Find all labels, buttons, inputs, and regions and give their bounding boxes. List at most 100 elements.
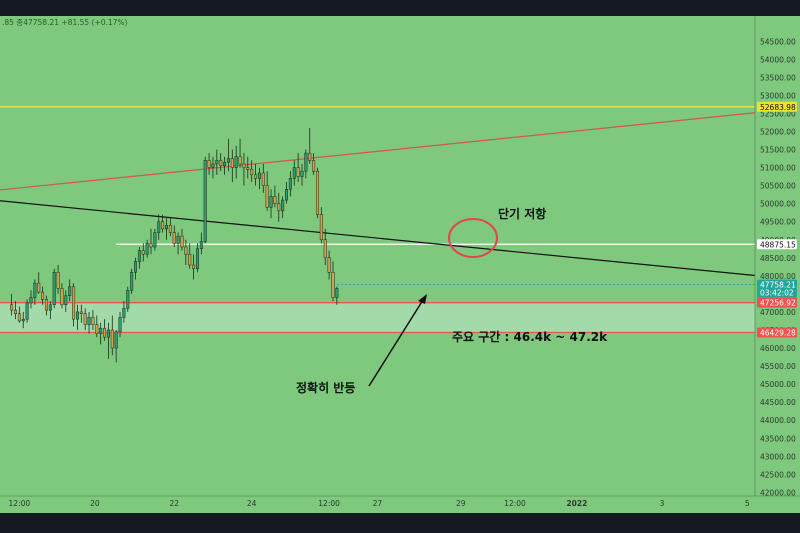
candle-body bbox=[164, 225, 168, 230]
candle bbox=[304, 149, 308, 179]
y-tick-label: 51500.00 bbox=[760, 146, 796, 155]
candle bbox=[130, 268, 134, 294]
candle bbox=[176, 232, 180, 255]
candle-body bbox=[64, 295, 68, 305]
candle-body bbox=[48, 304, 52, 311]
annotation-key-zone: 주요 구간 : 46.4k ~ 47.2k bbox=[452, 329, 608, 344]
price-badge-label: 52683.98 bbox=[760, 103, 796, 112]
candle-body bbox=[296, 167, 300, 177]
annotation-short-term-resistance: 단기 저항 bbox=[498, 206, 546, 221]
x-tick-label: 2022 bbox=[566, 499, 587, 508]
y-tick-label: 42000.00 bbox=[760, 488, 796, 497]
candle-body bbox=[157, 221, 161, 233]
candle-body bbox=[308, 152, 312, 161]
price-badge-label: 46429.28 bbox=[760, 329, 796, 338]
x-tick-label: 24 bbox=[247, 499, 257, 508]
candle-body bbox=[335, 288, 339, 298]
candle bbox=[110, 315, 114, 356]
candle bbox=[64, 290, 68, 312]
candle-body bbox=[87, 317, 91, 325]
candle bbox=[137, 246, 141, 269]
x-tick-label: 3 bbox=[660, 499, 665, 508]
candle bbox=[308, 127, 312, 164]
candle-body bbox=[60, 288, 64, 305]
candle bbox=[273, 185, 277, 208]
candle bbox=[141, 243, 145, 262]
y-tick-label: 54000.00 bbox=[760, 55, 796, 64]
y-tick-label: 53000.00 bbox=[760, 91, 796, 100]
candle bbox=[29, 290, 33, 309]
candle bbox=[219, 153, 223, 172]
x-tick-label: 5 bbox=[745, 499, 750, 508]
candle-body bbox=[149, 243, 153, 248]
candle-body bbox=[13, 309, 17, 314]
candle bbox=[68, 279, 72, 302]
rebound-arrow-line bbox=[368, 299, 424, 387]
candle-body bbox=[250, 169, 254, 176]
y-tick-label: 53500.00 bbox=[760, 73, 796, 82]
candle-body bbox=[106, 329, 110, 338]
candle-body bbox=[161, 221, 165, 230]
candle bbox=[230, 149, 234, 183]
candle bbox=[33, 279, 37, 305]
candle-body bbox=[95, 324, 99, 334]
candle bbox=[319, 207, 323, 244]
candle-body bbox=[254, 174, 258, 179]
candle-body bbox=[10, 304, 14, 311]
candle-body bbox=[122, 308, 126, 318]
candle-body bbox=[211, 163, 215, 168]
candle bbox=[207, 153, 211, 175]
y-tick-label: 43000.00 bbox=[760, 452, 796, 461]
candle-body bbox=[137, 250, 141, 262]
price-badge-label: 48875.15 bbox=[760, 240, 796, 249]
candle bbox=[134, 257, 138, 280]
y-tick-label: 45500.00 bbox=[760, 362, 796, 371]
resistance-circle bbox=[448, 218, 498, 258]
candle bbox=[331, 261, 335, 302]
candle bbox=[56, 265, 60, 294]
candle-body bbox=[265, 185, 269, 208]
candle-body bbox=[21, 318, 25, 322]
candle bbox=[106, 322, 110, 359]
candle-body bbox=[72, 286, 76, 320]
candle bbox=[44, 295, 48, 316]
candle bbox=[184, 239, 188, 266]
y-tick-label: 49500.00 bbox=[760, 218, 796, 227]
candle bbox=[126, 286, 130, 312]
candle bbox=[265, 171, 269, 211]
price-badge bbox=[757, 297, 797, 308]
candle bbox=[164, 218, 168, 240]
candle bbox=[215, 149, 219, 175]
candle bbox=[285, 182, 289, 204]
candle-body bbox=[234, 156, 238, 168]
candle bbox=[21, 311, 25, 329]
candle bbox=[277, 192, 281, 222]
candle-body bbox=[292, 167, 296, 179]
ohlc-header: .85 종47758.21 +81.55 (+0.17%) bbox=[2, 18, 128, 27]
candle bbox=[87, 311, 91, 334]
candle bbox=[269, 189, 273, 219]
candle-body bbox=[114, 331, 118, 349]
x-tick-label: 29 bbox=[456, 499, 466, 508]
candle-body bbox=[223, 161, 227, 167]
candle bbox=[211, 156, 215, 179]
candle-body bbox=[312, 160, 316, 172]
countdown-label: 03:42:02 bbox=[760, 289, 794, 298]
candle-body bbox=[41, 291, 45, 300]
candle-body bbox=[226, 158, 230, 163]
candle-body bbox=[33, 282, 37, 298]
candle-body bbox=[300, 170, 304, 177]
candle bbox=[37, 272, 41, 294]
candle-body bbox=[168, 225, 172, 233]
price-badge bbox=[757, 327, 797, 338]
candle bbox=[79, 304, 83, 323]
candle bbox=[296, 153, 300, 183]
candle-body bbox=[219, 160, 223, 167]
candle bbox=[10, 293, 14, 316]
candle bbox=[254, 163, 258, 186]
candle bbox=[25, 299, 29, 323]
candle bbox=[83, 308, 87, 330]
candle bbox=[153, 228, 157, 251]
candle-body bbox=[269, 196, 273, 208]
